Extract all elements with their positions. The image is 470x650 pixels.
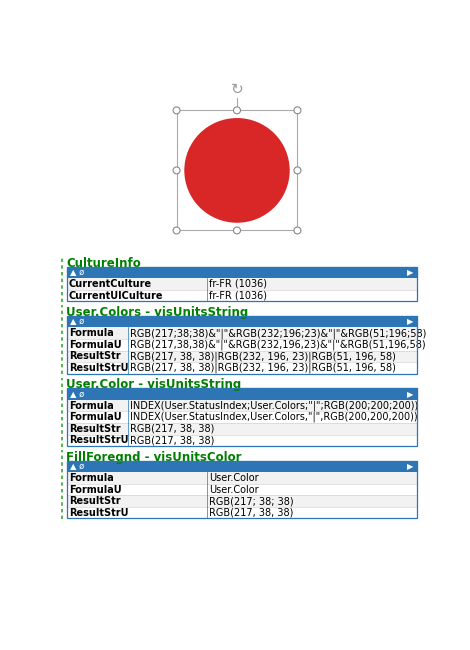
Text: User.Colors - visUnitsString: User.Colors - visUnitsString bbox=[66, 306, 249, 319]
FancyBboxPatch shape bbox=[66, 339, 417, 350]
Text: ▶: ▶ bbox=[407, 389, 414, 398]
Circle shape bbox=[294, 107, 301, 114]
Ellipse shape bbox=[184, 118, 290, 223]
Text: RGB(217;38;38)&"|"&RGB(232;196;23)&"|"&RGB(51;196;58): RGB(217;38;38)&"|"&RGB(232;196;23)&"|"&R… bbox=[130, 328, 426, 339]
Text: CurrentUICulture: CurrentUICulture bbox=[69, 291, 164, 300]
Text: ▲ ø: ▲ ø bbox=[70, 389, 84, 398]
FancyBboxPatch shape bbox=[66, 461, 417, 473]
FancyBboxPatch shape bbox=[66, 350, 417, 362]
Text: ▲ ø: ▲ ø bbox=[70, 462, 84, 471]
FancyBboxPatch shape bbox=[66, 434, 417, 446]
Text: ↻: ↻ bbox=[231, 83, 243, 98]
Text: RGB(217,38,38)&"|"&RGB(232,196,23)&"|"&RGB(51,196,58): RGB(217,38,38)&"|"&RGB(232,196,23)&"|"&R… bbox=[130, 339, 426, 350]
Text: ▶: ▶ bbox=[407, 317, 414, 326]
Circle shape bbox=[234, 227, 241, 234]
Text: ResultStrU: ResultStrU bbox=[69, 363, 128, 373]
Bar bbox=[177, 111, 298, 231]
FancyBboxPatch shape bbox=[66, 388, 417, 400]
Text: ResultStrU: ResultStrU bbox=[69, 508, 128, 517]
FancyBboxPatch shape bbox=[66, 495, 417, 507]
Text: Formula: Formula bbox=[69, 400, 114, 411]
Circle shape bbox=[234, 107, 241, 114]
Circle shape bbox=[294, 167, 301, 174]
Text: CurrentCulture: CurrentCulture bbox=[69, 279, 152, 289]
FancyBboxPatch shape bbox=[66, 266, 417, 278]
Text: FillForegnd - visUnitsColor: FillForegnd - visUnitsColor bbox=[66, 450, 242, 463]
FancyBboxPatch shape bbox=[66, 484, 417, 495]
Text: RGB(217, 38, 38): RGB(217, 38, 38) bbox=[130, 424, 214, 434]
Text: ▲ ø: ▲ ø bbox=[70, 268, 84, 277]
FancyBboxPatch shape bbox=[66, 507, 417, 519]
Circle shape bbox=[173, 107, 180, 114]
Text: ▶: ▶ bbox=[407, 268, 414, 277]
Text: ResultStr: ResultStr bbox=[69, 496, 120, 506]
Text: RGB(217; 38; 38): RGB(217; 38; 38) bbox=[209, 496, 294, 506]
FancyBboxPatch shape bbox=[66, 473, 417, 484]
Text: FormulaU: FormulaU bbox=[69, 340, 121, 350]
Text: fr-FR (1036): fr-FR (1036) bbox=[209, 279, 267, 289]
Text: FormulaU: FormulaU bbox=[69, 412, 121, 423]
FancyBboxPatch shape bbox=[66, 278, 417, 290]
Text: fr-FR (1036): fr-FR (1036) bbox=[209, 291, 267, 300]
Text: ResultStr: ResultStr bbox=[69, 424, 120, 434]
Text: ResultStr: ResultStr bbox=[69, 352, 120, 361]
Text: RGB(217, 38, 38)|RGB(232, 196, 23)|RGB(51, 196, 58): RGB(217, 38, 38)|RGB(232, 196, 23)|RGB(5… bbox=[130, 363, 396, 373]
Text: User.Color: User.Color bbox=[209, 473, 258, 483]
Text: RGB(217, 38, 38): RGB(217, 38, 38) bbox=[209, 508, 293, 517]
Circle shape bbox=[173, 167, 180, 174]
Text: User.Color: User.Color bbox=[209, 484, 258, 495]
Text: ▲ ø: ▲ ø bbox=[70, 317, 84, 326]
Text: ▶: ▶ bbox=[407, 462, 414, 471]
Text: Formula: Formula bbox=[69, 328, 114, 338]
Text: RGB(217, 38, 38): RGB(217, 38, 38) bbox=[130, 436, 214, 445]
FancyBboxPatch shape bbox=[66, 290, 417, 302]
Circle shape bbox=[294, 227, 301, 234]
FancyBboxPatch shape bbox=[66, 400, 417, 411]
FancyBboxPatch shape bbox=[66, 362, 417, 374]
Text: INDEX(User.StatusIndex;User.Colors;"|";RGB(200;200;200)): INDEX(User.StatusIndex;User.Colors;"|";R… bbox=[130, 400, 418, 411]
Text: User.Color - visUnitsString: User.Color - visUnitsString bbox=[66, 378, 242, 391]
Text: INDEX(User.StatusIndex,User.Colors,"|",RGB(200,200,200)): INDEX(User.StatusIndex,User.Colors,"|",R… bbox=[130, 412, 418, 423]
FancyBboxPatch shape bbox=[66, 328, 417, 339]
FancyBboxPatch shape bbox=[66, 316, 417, 328]
Circle shape bbox=[173, 227, 180, 234]
Text: Formula: Formula bbox=[69, 473, 114, 483]
Text: RGB(217, 38, 38)|RGB(232, 196, 23)|RGB(51, 196, 58): RGB(217, 38, 38)|RGB(232, 196, 23)|RGB(5… bbox=[130, 351, 396, 361]
Text: CultureInfo: CultureInfo bbox=[66, 257, 141, 270]
Text: ResultStrU: ResultStrU bbox=[69, 436, 128, 445]
FancyBboxPatch shape bbox=[66, 423, 417, 434]
Text: FormulaU: FormulaU bbox=[69, 484, 121, 495]
FancyBboxPatch shape bbox=[66, 411, 417, 423]
